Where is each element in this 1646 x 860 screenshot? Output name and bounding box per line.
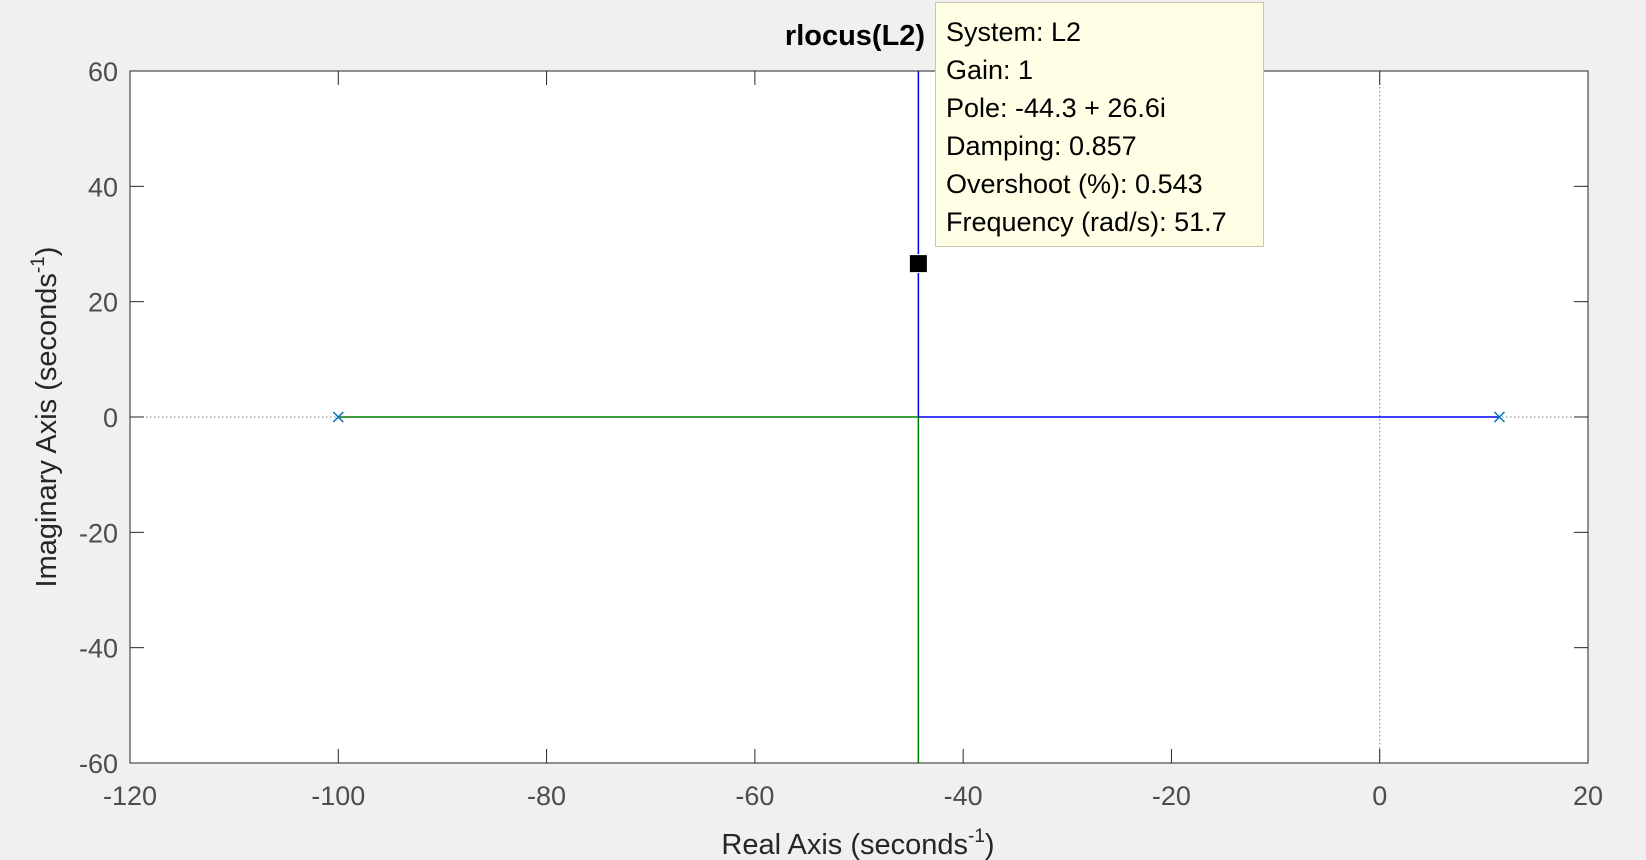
x-axis-label-sup: -1 <box>968 826 985 847</box>
datatip-system: System: L2 <box>946 17 1082 47</box>
datatip-marker[interactable] <box>908 254 928 274</box>
y-axis-label-sup: -1 <box>28 256 49 273</box>
datatip-gain: Gain: 1 <box>946 55 1034 85</box>
x-tick-label: 0 <box>1372 781 1387 811</box>
y-tick-label: -40 <box>79 634 118 664</box>
datatip-damping: Damping: 0.857 <box>946 131 1137 161</box>
x-tick-label: -60 <box>735 781 774 811</box>
y-tick-label: -20 <box>79 518 118 548</box>
x-axis-label-close: ) <box>985 829 995 860</box>
datatip-overshoot: Overshoot (%): 0.543 <box>946 169 1203 199</box>
x-tick-label: -80 <box>527 781 566 811</box>
y-tick-labels: -60 -40 -20 0 20 40 60 <box>79 57 118 779</box>
locus-branches <box>338 71 1500 763</box>
x-tick-label: -40 <box>944 781 983 811</box>
y-tick-label: 20 <box>88 288 118 318</box>
pole-marker-1[interactable] <box>332 411 344 423</box>
datatip-box[interactable]: System: L2 Gain: 1 Pole: -44.3 + 26.6i D… <box>935 2 1264 247</box>
x-tick-label: 20 <box>1573 781 1603 811</box>
y-tick-label: 60 <box>88 57 118 87</box>
y-tick-label: -60 <box>79 749 118 779</box>
pole-marker-stroke-b <box>332 411 344 423</box>
x-axis-label-text: Real Axis (seconds <box>721 829 968 860</box>
datatip-marker-layer <box>908 254 928 274</box>
y-axis-label-text: Imaginary Axis (seconds <box>31 273 63 587</box>
x-tick-label: -20 <box>1152 781 1191 811</box>
x-tick-labels: -120 -100 -80 -60 -40 -20 0 20 <box>103 781 1603 811</box>
open-loop-poles <box>332 411 1506 423</box>
y-tick-label: 40 <box>88 172 118 202</box>
x-tick-label: -120 <box>103 781 157 811</box>
datatip-pole: Pole: -44.3 + 26.6i <box>946 93 1166 123</box>
y-tick-label: 0 <box>103 403 118 433</box>
pole-marker-2[interactable] <box>1493 411 1506 423</box>
x-axis-label: Real Axis (seconds-1) <box>721 826 994 860</box>
x-tick-label: -100 <box>311 781 365 811</box>
y-axis-label: Imaginary Axis (seconds-1) <box>28 247 63 588</box>
datatip-frequency: Frequency (rad/s): 51.7 <box>946 207 1227 237</box>
y-axis-label-close: ) <box>31 247 63 257</box>
chart-title: rlocus(L2) <box>785 20 925 52</box>
pole-marker-stroke-b <box>1493 411 1506 423</box>
